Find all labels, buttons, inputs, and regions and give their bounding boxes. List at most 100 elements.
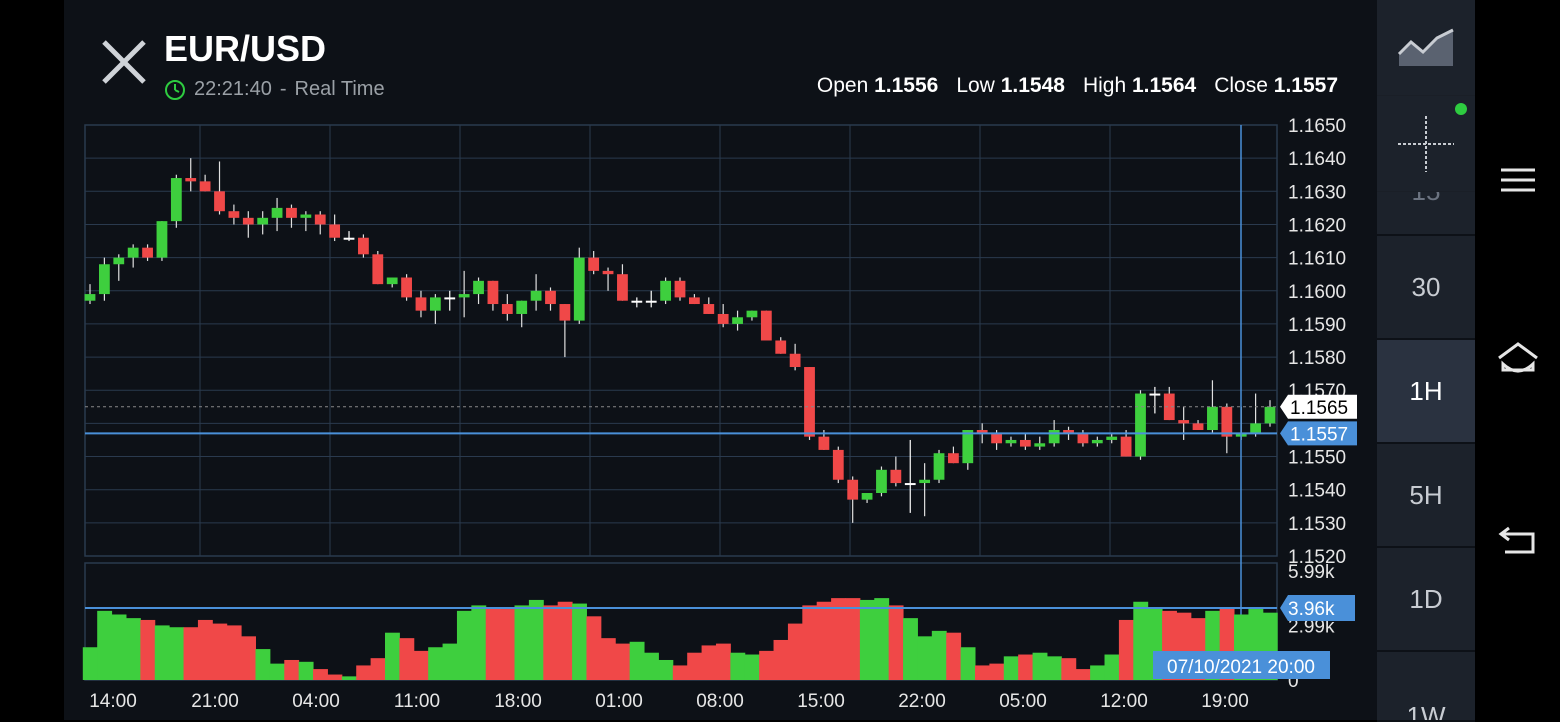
candle-body	[1149, 393, 1161, 396]
home-icon[interactable]	[1495, 340, 1541, 380]
candle-body	[1091, 439, 1103, 444]
candle-body	[1019, 439, 1031, 447]
ohlc-close: Close 1.1557	[1214, 74, 1338, 97]
candle-body	[847, 479, 859, 500]
candle-body	[832, 449, 844, 480]
candle-body	[688, 297, 700, 305]
close-icon[interactable]	[100, 38, 148, 86]
y-tick-label: 1.1580	[1288, 348, 1346, 369]
volume-bar	[557, 601, 573, 680]
volume-bar	[1003, 656, 1019, 680]
volume-bar	[615, 643, 631, 680]
candle-body	[1077, 433, 1089, 444]
volume-bar	[888, 605, 904, 680]
timeframe-1w[interactable]: 1W	[1377, 652, 1475, 722]
x-tick-label: 19:00	[1201, 691, 1249, 712]
crosshair-time-tag	[1153, 651, 1330, 679]
candle-body	[1178, 420, 1190, 424]
candle-body	[1048, 430, 1060, 444]
volume-bar	[874, 598, 890, 680]
volume-bar	[845, 598, 861, 680]
volume-bar	[629, 641, 645, 680]
candle-body	[127, 247, 139, 258]
candle-body	[242, 217, 254, 225]
volume-bar	[125, 618, 141, 680]
timeframe-30[interactable]: 30	[1377, 236, 1475, 340]
timeframe-1d[interactable]: 1D	[1377, 548, 1475, 652]
y-tick-label: 1.1600	[1288, 282, 1346, 303]
x-tick-label: 11:00	[394, 691, 440, 712]
last-price-label: 1.1565	[1290, 398, 1348, 419]
volume-bar	[903, 618, 918, 680]
candle-body	[300, 214, 312, 218]
volume-tick-label: 5.99k	[1288, 562, 1335, 583]
candle-body	[559, 304, 571, 321]
price-chart[interactable]: 1.1650 1.1640 1.1630 1.1620 1.1610 1.1600 1.15…	[0, 0, 1377, 720]
volume-bar	[1104, 654, 1120, 680]
candle-body	[617, 274, 628, 301]
volume-bar	[744, 654, 760, 680]
volume-bar	[413, 650, 429, 680]
last-price-tag	[1280, 394, 1357, 419]
timeframe-strip: 15 30 1H 5H 1D 1W	[1377, 0, 1475, 722]
volume-bar	[586, 616, 602, 680]
candle-body	[746, 310, 758, 318]
candle-body	[876, 469, 887, 494]
candle-body	[185, 178, 197, 182]
volume-bar	[111, 614, 127, 680]
ohlc-high: High 1.1564	[1082, 74, 1197, 97]
volume-bar	[687, 652, 703, 680]
volume-bar	[931, 630, 947, 680]
candle-body	[1163, 393, 1175, 421]
candle-body	[98, 264, 110, 295]
ohlc-low: Low 1.1548	[956, 74, 1065, 97]
chart-type-button[interactable]	[1377, 0, 1475, 95]
candle-body	[545, 290, 556, 305]
candle-body	[789, 353, 801, 368]
time-separator: -	[279, 78, 287, 100]
volume-bar	[730, 652, 746, 680]
menu-icon[interactable]	[1495, 160, 1541, 200]
volume-bar	[859, 599, 875, 680]
volume-bar	[1018, 654, 1034, 680]
volume-bar	[773, 639, 789, 680]
volume-bar	[600, 638, 616, 680]
volume-bar	[341, 676, 357, 680]
volume-bar	[946, 632, 962, 680]
candle-body	[904, 483, 916, 486]
volume-crosshair-tag	[1280, 594, 1355, 621]
candle-body	[660, 280, 672, 301]
candle-body	[429, 297, 441, 311]
volume-bar	[1032, 652, 1048, 680]
candle-body	[84, 294, 96, 301]
candle-body	[113, 257, 125, 265]
y-tick-label: 1.1540	[1288, 481, 1346, 502]
ohlc-open: Open 1.1556	[816, 74, 939, 97]
timeframe-5h[interactable]: 5H	[1377, 444, 1475, 548]
x-tick-label: 08:00	[696, 691, 744, 712]
back-icon[interactable]	[1495, 520, 1541, 560]
volume-tick-label: 2.99k	[1288, 617, 1335, 638]
volume-bar	[975, 665, 990, 680]
realtime-label: Real Time	[294, 78, 385, 100]
x-tick-label: 22:00	[898, 691, 946, 712]
volume-bar	[917, 636, 933, 680]
volume-bar	[960, 647, 976, 680]
candle-body	[314, 214, 326, 225]
timeframe-15-partial[interactable]: 15	[1377, 192, 1475, 236]
live-indicator-dot	[1455, 103, 1467, 115]
x-tick-label: 21:00	[191, 691, 239, 712]
area-chart-icon	[1397, 28, 1454, 66]
volume-bar	[428, 647, 444, 680]
volume-bar	[500, 609, 516, 680]
candle-body	[199, 181, 211, 192]
x-tick-label: 05:00	[999, 691, 1047, 712]
crosshair-price-label: 1.1557	[1290, 424, 1348, 445]
timeframe-1h[interactable]: 1H	[1377, 340, 1475, 444]
candle-body	[271, 207, 283, 218]
y-tick-label: 1.1590	[1288, 315, 1346, 336]
volume-bar	[284, 659, 300, 680]
candle-body	[458, 294, 470, 298]
volume-bar	[1090, 665, 1106, 680]
candle-body	[386, 277, 398, 285]
